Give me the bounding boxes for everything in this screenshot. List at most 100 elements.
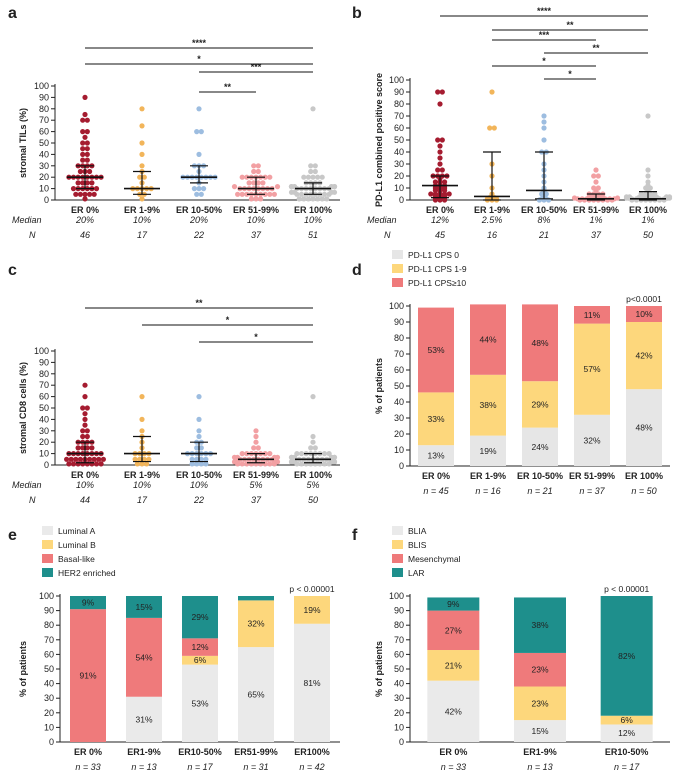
category-label-d: ER 0% <box>422 471 450 481</box>
data-point-a <box>301 174 307 180</box>
bar-segment-d <box>522 427 558 466</box>
data-point-c <box>89 461 95 467</box>
data-point-b <box>593 179 599 185</box>
n-value-c: 44 <box>80 495 90 505</box>
legend-e: Luminal A Luminal B Basal-like HER2 enriche… <box>42 526 116 578</box>
data-point-c <box>331 459 338 465</box>
bar-segment-d <box>574 323 610 415</box>
y-tick-label-a: 70 <box>39 115 49 125</box>
data-point-c <box>317 461 323 467</box>
segment-label-e: 81% <box>303 678 320 688</box>
segment-label-e: 31% <box>135 714 152 724</box>
data-point-a <box>89 180 95 186</box>
y-tick-label-a: 0 <box>44 195 49 205</box>
data-point-a <box>82 196 88 202</box>
category-label-d: ER 100% <box>625 471 663 481</box>
data-point-a <box>80 140 86 146</box>
data-point-c <box>310 439 316 445</box>
segment-label-d: 42% <box>635 351 652 361</box>
segment-label-e: 9% <box>82 598 95 608</box>
y-tick-label-b: 70 <box>394 111 404 121</box>
p-value-e: p < 0.00001 <box>289 584 334 594</box>
data-point-c <box>189 461 195 467</box>
data-point-a <box>82 94 88 100</box>
data-point-a <box>139 106 145 112</box>
category-label-e: ER51-99% <box>234 747 278 757</box>
data-point-c <box>70 461 77 467</box>
y-tick-label-f: 90 <box>394 606 404 616</box>
bar-segment-e <box>182 596 218 639</box>
data-point-c <box>194 461 200 467</box>
data-point-c <box>84 433 90 440</box>
significance-label-b: *** <box>539 30 550 40</box>
category-label-c: ER 100% <box>294 470 332 480</box>
y-tick-label-a: 100 <box>34 81 49 91</box>
data-point-b <box>591 173 597 179</box>
bar-segment-d <box>418 392 454 446</box>
data-point-b <box>435 89 441 95</box>
y-tick-label-c: 30 <box>39 426 49 436</box>
significance-label-a: ** <box>224 82 232 92</box>
data-point-a <box>315 196 321 202</box>
p-value-f: p < 0.00001 <box>604 584 649 594</box>
data-point-a <box>139 151 145 157</box>
data-point-c <box>139 428 145 434</box>
category-label-b: ER 10-50% <box>521 205 567 215</box>
y-tick-label-b: 100 <box>389 75 404 85</box>
y-tick-label-b: 60 <box>394 123 404 133</box>
panel-label-c: c <box>8 262 17 279</box>
n-label-d: n = 50 <box>631 486 656 496</box>
data-point-c <box>80 433 86 440</box>
data-point-c <box>77 456 83 462</box>
y-tick-label-a: 80 <box>39 104 49 114</box>
stacked-bars-f: 42% 21% 27% 9% ER 0% n = 33 15% 23% 23% 38% ER1-9%… <box>427 584 653 772</box>
significance-label-a: *** <box>251 62 262 72</box>
n-value-c: 17 <box>137 495 148 505</box>
n-label-d: n = 16 <box>475 486 500 496</box>
data-point-a <box>319 174 325 180</box>
bar-segment-f <box>427 650 480 681</box>
data-point-c <box>262 451 268 457</box>
data-point-a <box>251 163 257 169</box>
data-point-a <box>331 184 338 190</box>
data-point-c <box>194 456 200 462</box>
data-point-a <box>255 180 261 186</box>
data-point-b <box>432 197 438 203</box>
data-point-a <box>262 174 268 180</box>
median-value-b: 8% <box>537 215 550 225</box>
segment-label-e: 65% <box>247 690 264 700</box>
significance-label-a: **** <box>192 38 207 48</box>
data-point-a <box>75 180 81 186</box>
segment-label-d: 38% <box>479 400 496 410</box>
bar-segment-f <box>514 652 566 687</box>
data-point-a <box>82 134 88 140</box>
segment-label-d: 13% <box>427 451 444 461</box>
data-point-b <box>541 125 547 131</box>
n-value-b: 50 <box>643 230 653 240</box>
legend-label-e: Luminal A <box>58 526 96 536</box>
data-point-c <box>303 461 309 467</box>
category-label-a: ER 100% <box>294 205 332 215</box>
data-point-a <box>271 191 277 197</box>
y-tick-label-f: 30 <box>394 693 404 703</box>
data-point-a <box>196 151 202 157</box>
segment-label-d: 11% <box>584 310 601 320</box>
legend-label-d: PD-L1 CPS≥10 <box>408 278 466 288</box>
median-row-label-c: Median <box>12 480 42 490</box>
y-tick-label-b: 40 <box>394 147 404 157</box>
n-value-a: 51 <box>308 230 318 240</box>
significance-label-b: * <box>542 56 546 66</box>
data-point-a <box>139 196 145 202</box>
data-point-a <box>231 184 238 190</box>
y-tick-label-f: 0 <box>399 737 404 747</box>
y-tick-label-d: 80 <box>394 333 404 343</box>
data-point-c <box>189 456 195 462</box>
n-row-label-c: N <box>29 495 36 505</box>
data-point-c <box>80 405 86 411</box>
data-point-a <box>139 140 145 146</box>
data-point-c <box>239 461 245 467</box>
y-tick-label-a: 10 <box>39 184 49 194</box>
data-point-c <box>146 456 152 462</box>
